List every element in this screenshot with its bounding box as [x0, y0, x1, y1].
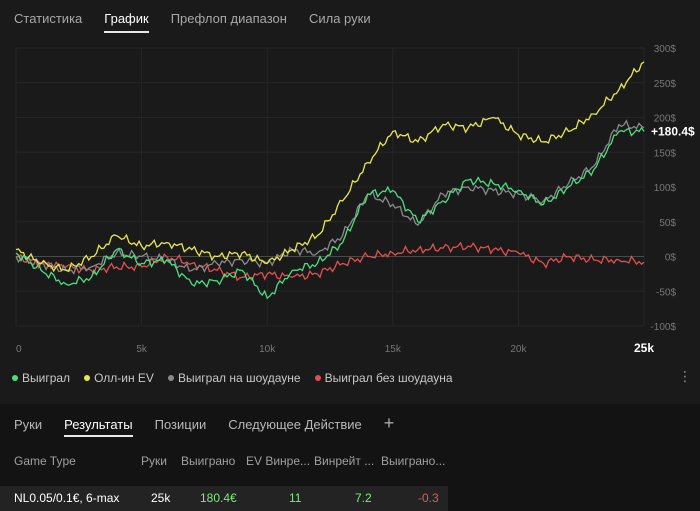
series-line-1: [15, 61, 645, 273]
legend-allin-ev[interactable]: Олл-ин EV: [84, 371, 154, 385]
results-chart: 0 5k 10k 15k 20k 25k 300$ 250$ 200$ 150$ 100$ 50$ 0$…: [15, 44, 695, 355]
x-tick-label: 10k: [259, 344, 276, 355]
y-tick-label: -100$: [650, 322, 676, 333]
y-tick-label: 150$: [654, 148, 677, 159]
x-tick-label: 25k: [634, 341, 654, 355]
tab-results[interactable]: Результаты: [64, 404, 133, 437]
add-tab-button[interactable]: +: [383, 413, 395, 433]
top-tab-bar: Статистика График Префлоп диапазон Сила …: [0, 0, 700, 36]
y-tick-label: 200$: [654, 114, 677, 125]
legend-showdown[interactable]: Выиграл на шоудауне: [167, 371, 301, 385]
tab-graph[interactable]: График: [104, 0, 149, 33]
x-tick-label: 5k: [136, 344, 148, 355]
tab-hand-strength[interactable]: Сила руки: [308, 11, 371, 26]
more-vertical-icon[interactable]: ⋮: [678, 368, 692, 384]
legend-label: Олл-ин EV: [94, 371, 154, 385]
x-tick-label: 15k: [385, 344, 402, 355]
cell-ev-winrate: 11: [289, 491, 302, 505]
legend-won[interactable]: Выиграл: [12, 371, 70, 385]
cell-won: 180.4€: [200, 491, 237, 505]
y-tick-label: 100$: [654, 183, 677, 194]
y-tick-label: 300$: [654, 44, 677, 55]
bottom-tab-bar: Руки Результаты Позиции Следующее Действ…: [0, 404, 394, 440]
legend-dot-icon: [84, 375, 91, 381]
y-tick-label: 50$: [659, 218, 676, 229]
tab-hands[interactable]: Руки: [14, 417, 43, 432]
cell-won-2: -0.3: [418, 491, 439, 505]
tab-positions[interactable]: Позиции: [154, 417, 207, 432]
series-line-0: [15, 126, 645, 300]
cell-hands: 25k: [151, 491, 171, 505]
results-panel: Руки Результаты Позиции Следующее Действ…: [0, 404, 700, 511]
y-tick-label: 250$: [654, 79, 677, 90]
legend-dot-icon: [314, 375, 321, 381]
header-winrate[interactable]: Винрейт ...: [314, 454, 375, 468]
header-hands[interactable]: Руки: [141, 454, 167, 468]
tab-statistics[interactable]: Статистика: [14, 11, 83, 26]
tab-preflop-range[interactable]: Префлоп диапазон: [170, 11, 287, 26]
legend-label: Выиграл на шоудауне: [177, 371, 301, 385]
y-tick-label: -50$: [656, 287, 676, 298]
legend-dot-icon: [167, 375, 174, 381]
legend-non-showdown[interactable]: Выиграл без шоудауна: [314, 371, 453, 385]
x-tick-label: 20k: [510, 344, 527, 355]
table-row[interactable]: [0, 486, 448, 511]
header-won-2[interactable]: Выиграно...: [381, 454, 446, 468]
y-tick-label: 0$: [665, 253, 677, 264]
legend-label: Выиграл: [22, 371, 71, 385]
series-line-3: [15, 241, 645, 282]
chart-legend: Выиграл Олл-ин EV Выиграл на шоудауне Вы…: [12, 371, 453, 385]
header-won[interactable]: Выиграно: [181, 454, 236, 468]
legend-label: Выиграл без шоудауна: [324, 371, 453, 385]
x-tick-label: 0: [16, 344, 22, 355]
cell-winrate: 7.2: [355, 491, 372, 505]
series-line-2: [15, 119, 645, 275]
header-game-type[interactable]: Game Type: [14, 454, 76, 468]
header-ev-winrate[interactable]: EV Винре...: [246, 454, 311, 468]
legend-dot-icon: [12, 375, 18, 381]
end-value-label: +180.4$: [651, 124, 695, 138]
tab-next-action[interactable]: Следующее Действие: [228, 417, 362, 432]
cell-game-type: NL0.05/0.1€, 6-max: [14, 491, 120, 505]
